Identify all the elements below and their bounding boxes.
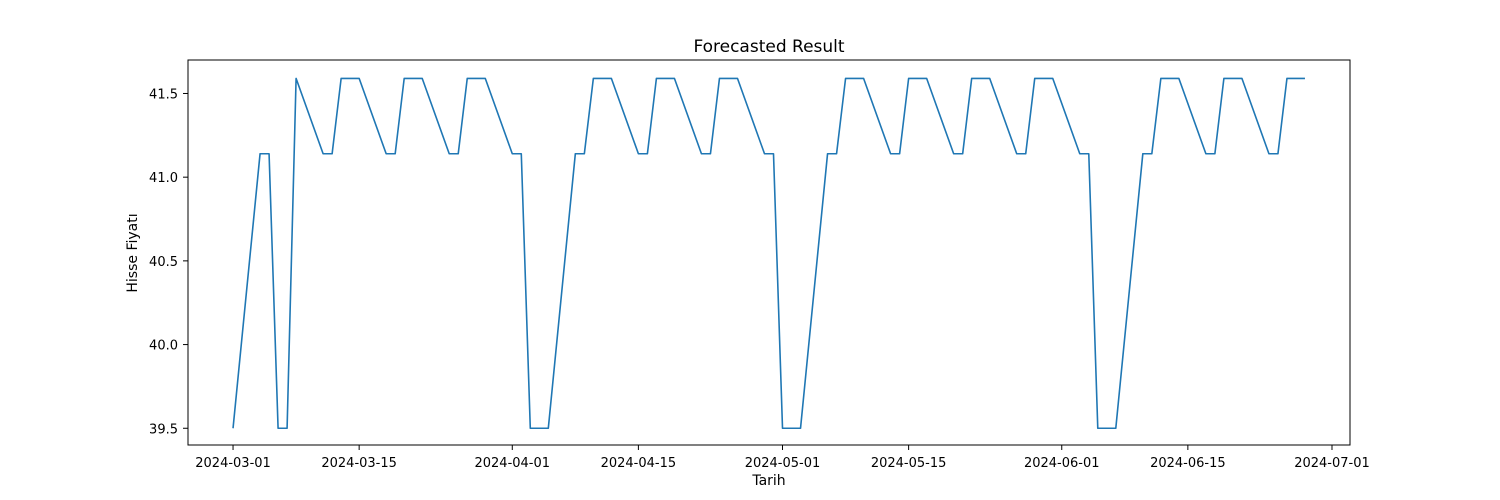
x-axis-label: Tarih [751, 473, 785, 489]
chart-title: Forecasted Result [693, 37, 844, 57]
y-tick-label: 40.0 [149, 339, 178, 354]
x-tick-label: 2024-06-01 [1024, 456, 1100, 471]
axes-frame [187, 59, 1351, 446]
series-line [232, 77, 1305, 430]
x-tick-label: 2024-04-15 [601, 456, 677, 471]
y-tick-label: 41.0 [149, 171, 178, 186]
plot-area [188, 60, 1350, 445]
y-tick-label: 40.5 [149, 255, 178, 270]
y-axis-label: Hisse Fiyatı [125, 213, 141, 292]
x-tick-label: 2024-05-15 [871, 456, 947, 471]
x-tick-label: 2024-07-01 [1294, 456, 1370, 471]
y-tick-label: 39.5 [149, 422, 178, 437]
x-axis-ticks: 2024-03-01 2024-03-15 2024-04-01 2024-04-15… [195, 445, 1370, 471]
x-tick-label: 2024-04-01 [474, 456, 550, 471]
x-tick-label: 2024-03-15 [321, 456, 397, 471]
y-axis-ticks: 39.5 40.0 40.5 41.0 41.5 [149, 87, 188, 437]
series-layer [232, 77, 1305, 430]
y-tick-label: 41.5 [149, 87, 178, 102]
x-tick-label: 2024-03-01 [195, 456, 271, 471]
x-tick-label: 2024-05-01 [745, 456, 821, 471]
x-tick-label: 2024-06-15 [1150, 456, 1226, 471]
